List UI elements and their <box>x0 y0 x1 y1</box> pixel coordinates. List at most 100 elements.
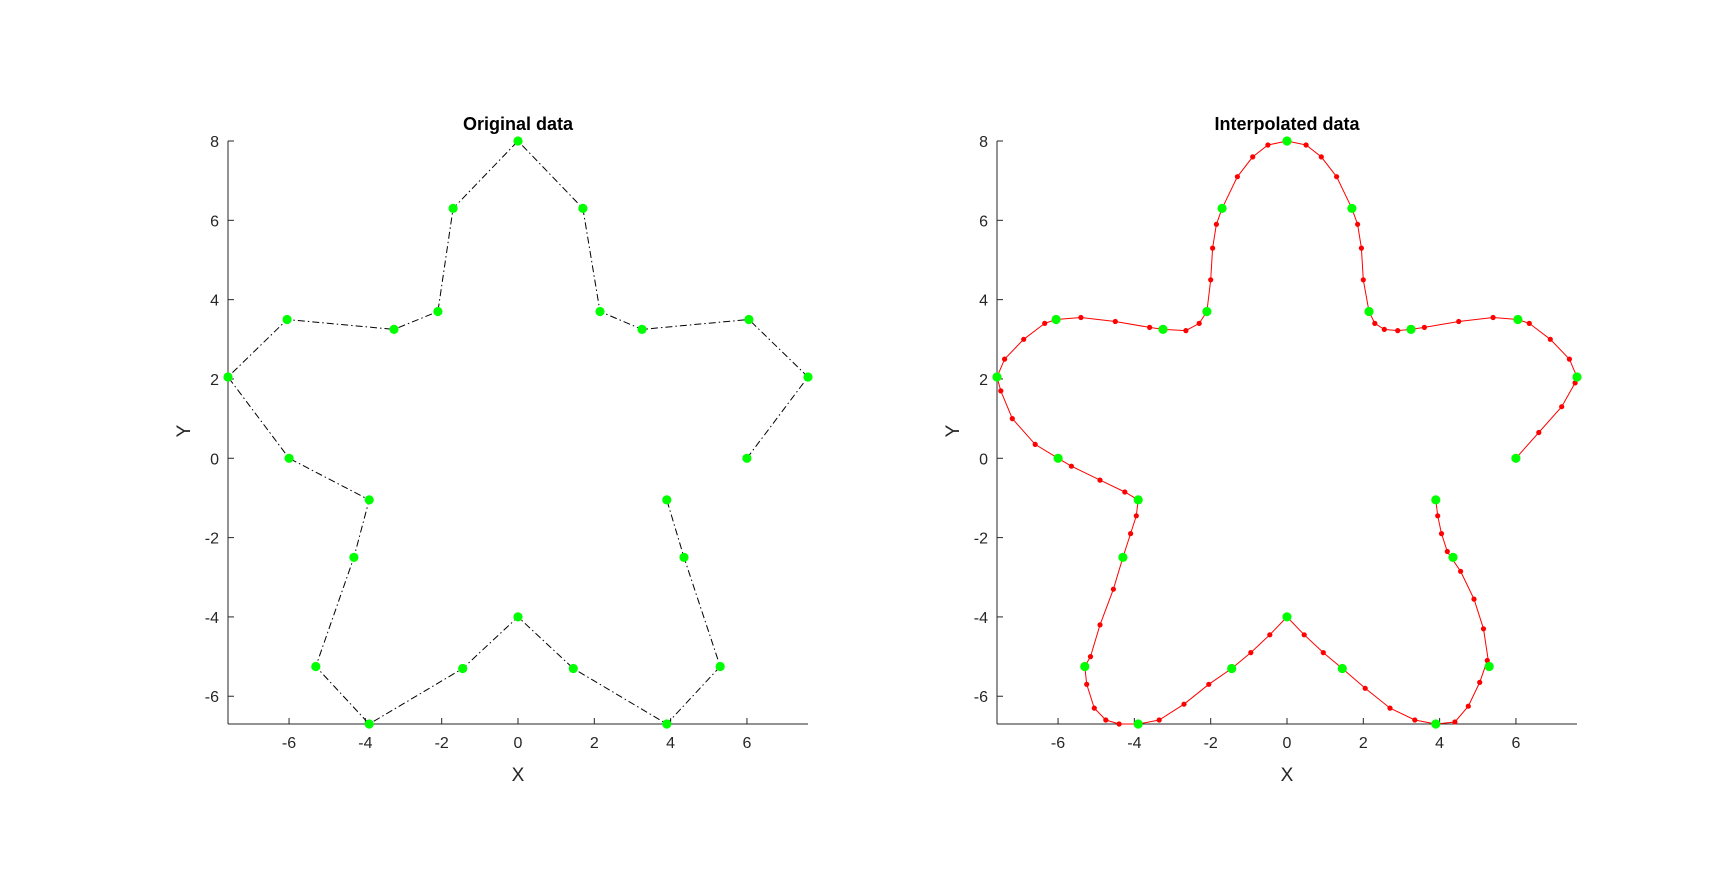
original-y-tick-label: 0 <box>210 451 219 468</box>
interpolated-series-1-point <box>1431 495 1441 505</box>
original-series-0-point <box>364 719 374 729</box>
interpolated-series-0-point <box>1181 701 1187 707</box>
interpolated-series-0-point <box>1068 463 1074 469</box>
interpolated-series-0-point <box>1110 586 1116 592</box>
original-y-tick-label: -6 <box>205 689 219 706</box>
interpolated-series-0-point <box>1547 336 1553 342</box>
interpolated-series-0-point <box>1435 513 1441 519</box>
interpolated-series-1-point <box>1202 306 1212 317</box>
interpolated-series-0-point <box>1355 221 1361 227</box>
interpolated-series-1-point <box>1364 306 1374 317</box>
interpolated-series-1-point <box>1513 314 1523 325</box>
original-series-0-point <box>513 136 523 146</box>
interpolated-y-tick-label: 2 <box>979 372 988 389</box>
original-series-0-point <box>662 719 672 729</box>
interpolated-series-0-point <box>1248 650 1254 656</box>
interpolated-series-0-point <box>1421 324 1427 330</box>
interpolated-series-0-point <box>1572 380 1578 386</box>
original-series-0-point <box>578 203 588 213</box>
interpolated-series-0-point <box>1213 221 1219 227</box>
interpolated-series-0-point <box>1536 429 1542 436</box>
interpolated-series-0-point <box>1381 326 1387 332</box>
interpolated-series-1-point <box>992 372 1002 382</box>
original-series-0-point <box>662 495 672 505</box>
interpolated-series-0-point <box>1196 320 1202 326</box>
interpolated-series-0-point <box>1559 404 1565 410</box>
interpolated-x-tick-label: -4 <box>1127 735 1141 752</box>
interpolated-series-0-point <box>1477 679 1483 686</box>
interpolated-series-0-point <box>1412 717 1418 723</box>
interpolated-x-tick-label: 4 <box>1435 735 1444 752</box>
interpolated-x-tick-label: 2 <box>1359 735 1368 752</box>
interpolated-series-0-point <box>1480 626 1487 632</box>
original-series-0-point <box>389 324 399 334</box>
original-series-0-point <box>311 661 321 672</box>
interpolated-series-0-point <box>1183 328 1189 334</box>
original-data-title: Original data <box>463 114 574 134</box>
original-x-tick-label: 6 <box>742 735 751 752</box>
original-series-0-point <box>715 661 725 672</box>
interpolated-series-0-point <box>1372 320 1378 326</box>
interpolated-series-0-point <box>1097 477 1103 483</box>
interpolated-series-0-point <box>1103 717 1109 723</box>
interpolated-series-0-point <box>1490 314 1496 321</box>
interpolated-series-0-point <box>1084 681 1090 687</box>
original-x-axis-label: X <box>512 765 525 786</box>
interpolated-series-0-point <box>1087 654 1094 660</box>
original-y-axis-label: Y <box>174 424 195 437</box>
interpolated-series-1-point <box>1431 719 1441 729</box>
interpolated-series-1-point <box>1282 612 1292 622</box>
interpolated-series-0-point <box>1116 721 1122 727</box>
original-series-0-point <box>637 324 647 334</box>
interpolated-series-1-point <box>1282 136 1292 146</box>
original-series-0-point <box>433 306 443 317</box>
interpolated-series-1-point <box>1406 324 1416 334</box>
interpolated-series-1-point <box>1484 661 1494 672</box>
interpolated-series-0-point <box>1526 320 1532 326</box>
interpolated-x-tick-label: -6 <box>1051 735 1065 752</box>
original-series-0-point <box>364 495 374 505</box>
interpolated-series-1-point <box>1118 552 1128 563</box>
interpolated-series-0-point <box>1444 548 1450 555</box>
interpolated-series-1-point <box>1051 314 1061 325</box>
interpolated-series-1-point <box>1337 663 1347 674</box>
interpolated-series-0-point <box>1387 705 1393 711</box>
interpolated-series-0-point <box>1267 632 1273 638</box>
interpolated-y-tick-label: -6 <box>974 689 988 706</box>
original-y-tick-label: 8 <box>210 134 219 151</box>
interpolated-series-0-point <box>1128 531 1134 537</box>
interpolated-series-0-point <box>1452 719 1458 725</box>
interpolated-series-0-point <box>998 388 1004 394</box>
interpolated-data-panel: Interpolated data X Y -6 -4 -2 0 2 4 6 -6 -4 -2 0 2… <box>943 114 1582 786</box>
interpolated-series-0-point <box>1301 632 1307 638</box>
original-x-tick-label: -2 <box>435 735 449 752</box>
interpolated-series-0-point <box>1395 328 1401 334</box>
interpolated-series-0-point <box>1456 318 1462 325</box>
original-x-tick-label: -6 <box>282 735 296 752</box>
interpolated-series-0-point <box>1156 717 1162 723</box>
original-series-0-point <box>679 552 689 563</box>
interpolated-y-tick-label: 8 <box>979 134 988 151</box>
interpolated-x-tick-label: -2 <box>1204 735 1218 752</box>
interpolated-series-0-point <box>1112 318 1118 325</box>
original-series-0-point <box>744 314 754 325</box>
original-series-0-point <box>513 612 523 622</box>
interpolated-series-0-point <box>1234 174 1240 180</box>
original-series-0-point <box>223 372 233 382</box>
original-y-tick-label: 2 <box>210 372 219 389</box>
interpolated-series-0-point <box>1122 489 1128 495</box>
interpolated-series-0-point <box>1362 685 1368 691</box>
original-x-tick-label: 2 <box>590 735 599 752</box>
original-series-0-point <box>803 372 813 382</box>
interpolated-series-0-point <box>1147 324 1153 330</box>
interpolated-series-0-point <box>1133 513 1139 519</box>
interpolated-series-0-point <box>1009 416 1015 422</box>
interpolated-series-0-point <box>1032 441 1038 447</box>
interpolated-x-tick-label: 0 <box>1283 735 1292 752</box>
original-series-0-point <box>458 663 468 674</box>
interpolated-series-0-point <box>1206 681 1212 687</box>
interpolated-y-tick-label: 6 <box>979 213 988 230</box>
interpolated-series-0-point <box>1458 568 1464 574</box>
original-y-tick-label: -4 <box>205 610 219 627</box>
interpolated-series-0-point <box>1042 320 1048 326</box>
